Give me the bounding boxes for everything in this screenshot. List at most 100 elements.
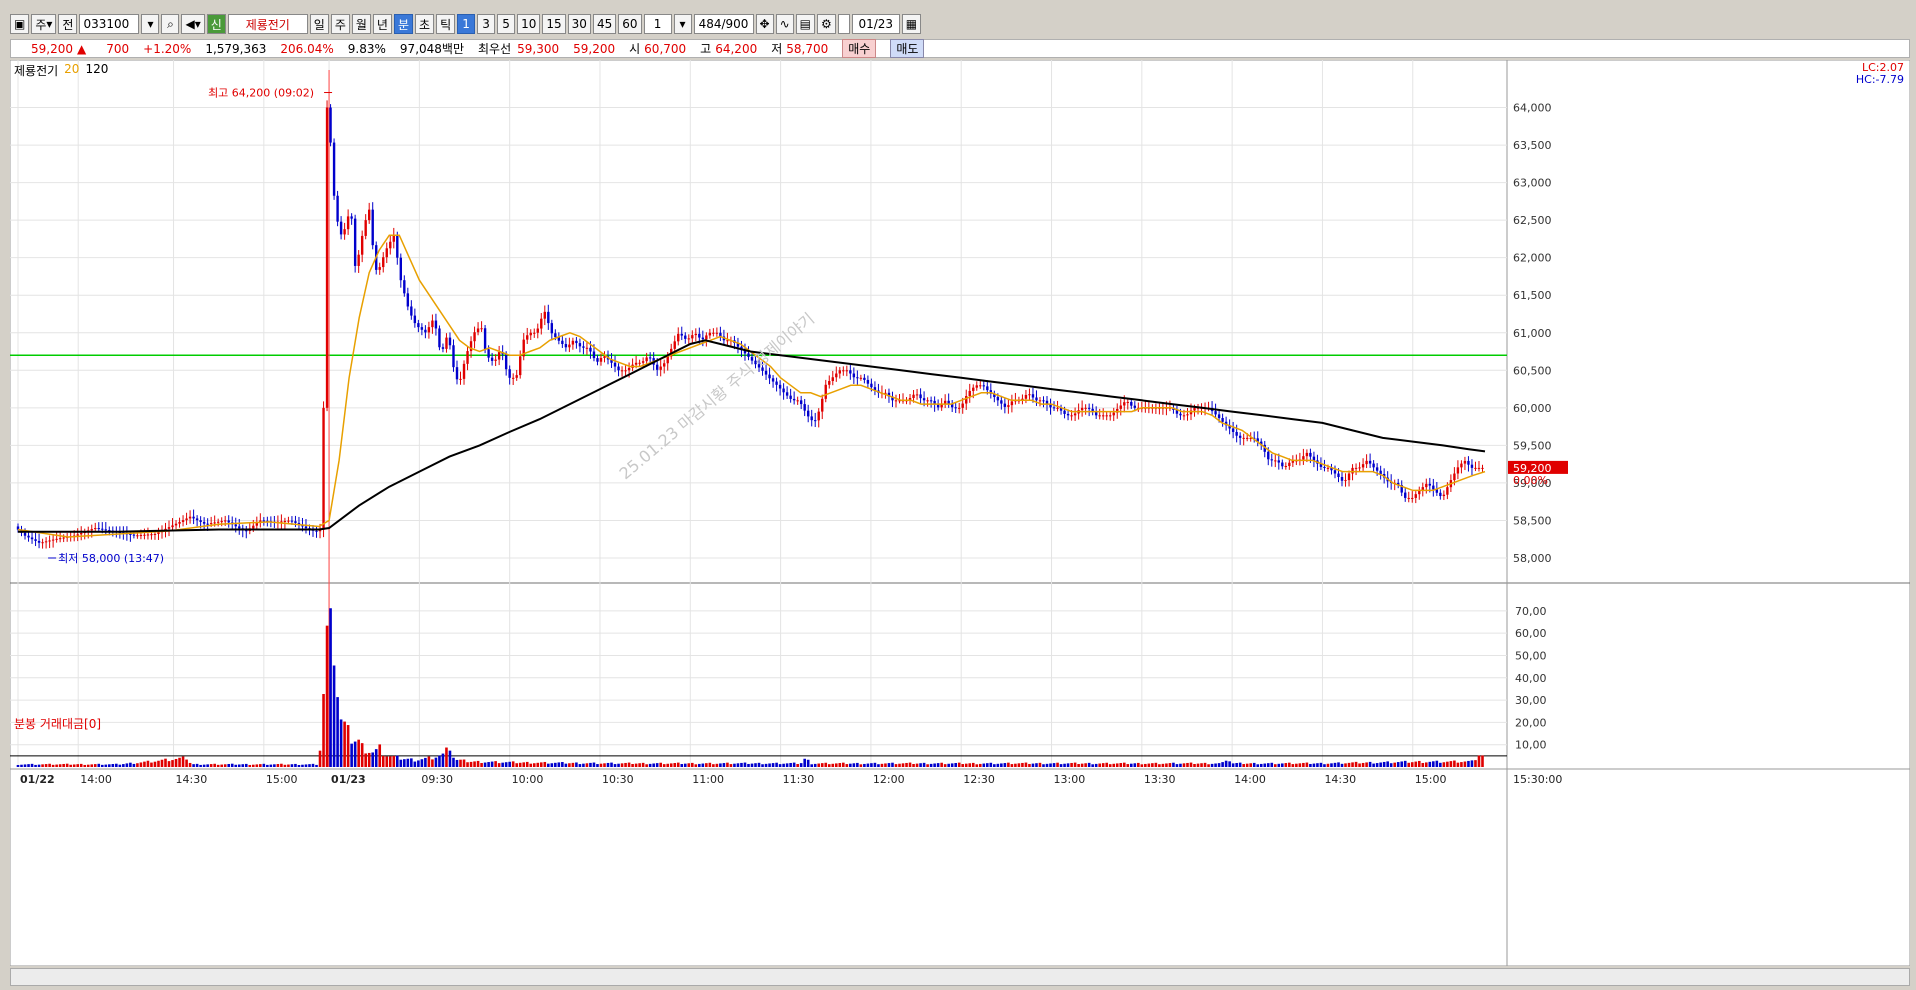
display-count[interactable]: 484/900 <box>693 14 754 34</box>
dropdown-icon[interactable]: ▾ <box>141 14 160 34</box>
volume-bar <box>37 764 41 767</box>
period-day[interactable]: 일 <box>309 14 329 34</box>
minute-3[interactable]: 3 <box>477 14 496 34</box>
volume-bar <box>933 763 936 767</box>
volume-bar <box>27 764 30 767</box>
volume-ratio: 206.04% <box>280 41 334 56</box>
candle-body <box>1087 407 1091 409</box>
candle-body <box>76 534 79 536</box>
candle-body <box>736 342 740 347</box>
minute-15[interactable]: 15 <box>542 14 566 34</box>
save-icon[interactable]: ▤ <box>795 14 815 34</box>
candle-body <box>845 370 849 372</box>
volume-bar <box>547 763 550 767</box>
minute-1[interactable]: 1 <box>457 14 476 34</box>
period-year[interactable]: 년 <box>372 14 392 34</box>
volume-bar <box>1091 764 1094 767</box>
candle-body <box>1186 414 1189 416</box>
settings-icon[interactable]: ⚙ <box>816 14 836 34</box>
date-checkbox[interactable] <box>837 14 850 34</box>
candle-body <box>227 520 230 523</box>
volume-bar <box>754 763 757 767</box>
volume-bar <box>887 763 891 767</box>
prev-button[interactable]: 전 <box>58 14 78 34</box>
buy-button[interactable]: 매수 <box>842 39 877 58</box>
candle-body <box>1305 452 1309 457</box>
search-icon[interactable]: ⌕ <box>161 14 180 34</box>
volume-bar <box>680 764 684 767</box>
candle-body <box>627 367 631 371</box>
volume-bar <box>445 747 448 767</box>
indicator-icon[interactable]: ∿ <box>775 14 794 34</box>
volume-bar <box>248 764 252 767</box>
volume-bar <box>1277 763 1281 767</box>
volume-bar <box>1154 762 1158 767</box>
time-tick-label: 01/23 <box>331 773 366 786</box>
volume-bar <box>494 761 497 767</box>
volume-bar <box>1389 763 1393 767</box>
period-tick[interactable]: 틱 <box>436 14 456 34</box>
volume-bar <box>438 755 441 767</box>
candle-body <box>526 335 529 340</box>
volume-bar <box>185 759 188 767</box>
volume-bar <box>873 762 877 767</box>
candle-body <box>262 520 266 522</box>
stock-code-input[interactable]: 033100 <box>79 14 140 34</box>
volume-bar <box>160 759 164 767</box>
volume-bar <box>181 756 185 767</box>
volume-bar <box>919 763 922 767</box>
interval-input[interactable]: 1 <box>643 14 672 34</box>
time-tick-label: 13:30 <box>1144 773 1176 786</box>
candle-body <box>838 370 842 374</box>
volume-bar <box>740 762 743 767</box>
sound-icon[interactable]: ◀▾ <box>181 14 205 34</box>
interval-dropdown-icon[interactable]: ▾ <box>673 14 692 34</box>
volume-bar <box>543 761 547 767</box>
calendar-icon[interactable]: ▦ <box>901 14 922 34</box>
candle-body <box>1221 418 1224 422</box>
minute-45[interactable]: 45 <box>592 14 617 34</box>
crosshair-icon[interactable]: ✥ <box>755 14 774 34</box>
minute-30[interactable]: 30 <box>567 14 591 34</box>
volume-bar <box>1161 763 1165 767</box>
candle-body <box>933 400 936 405</box>
price-tick-label: 58,000 <box>1513 552 1552 565</box>
volume-bar <box>1298 763 1302 767</box>
candle-body <box>1439 492 1442 497</box>
candle-body <box>1277 460 1280 463</box>
period-month[interactable]: 월 <box>351 14 371 34</box>
period-minute[interactable]: 분 <box>393 14 414 34</box>
candle-body <box>764 370 768 375</box>
candle-body <box>1116 408 1119 413</box>
date-input[interactable]: 01/23 <box>851 14 900 34</box>
layout-icon[interactable]: ▣ <box>10 14 30 34</box>
volume-bar <box>490 761 494 767</box>
volume-bar <box>139 762 143 767</box>
open-label: 시 <box>629 42 641 56</box>
market-select[interactable]: 주 ▾ <box>31 14 57 34</box>
minute-60[interactable]: 60 <box>618 14 642 34</box>
candle-body <box>750 356 754 361</box>
candle-body <box>385 248 388 258</box>
volume-bar <box>378 744 382 767</box>
volume-bar <box>613 764 617 767</box>
minute-5[interactable]: 5 <box>497 14 516 34</box>
volume-bar <box>789 762 792 767</box>
chart-scrollbar[interactable] <box>10 968 1910 986</box>
period-second[interactable]: 초 <box>415 14 435 34</box>
sell-button[interactable]: 매도 <box>890 39 925 58</box>
volume-bar <box>936 763 940 767</box>
volume-bar <box>1333 762 1337 767</box>
candle-body <box>30 537 34 540</box>
volume-bar <box>237 764 241 767</box>
price-volume-chart[interactable]: 58,000 58,500 59,000 59,500 60,000 60,500 61,0… <box>10 60 1910 966</box>
candle-body <box>968 390 971 397</box>
current-price-label: 59,200 <box>1513 462 1552 475</box>
period-week[interactable]: 주 <box>330 14 350 34</box>
volume-bar <box>1337 762 1340 767</box>
minute-10[interactable]: 10 <box>517 14 541 34</box>
volume-bar <box>1014 763 1017 767</box>
stock-name[interactable]: 제룡전기 <box>227 14 308 34</box>
candle-body <box>403 280 406 294</box>
volume-bar <box>209 764 213 767</box>
